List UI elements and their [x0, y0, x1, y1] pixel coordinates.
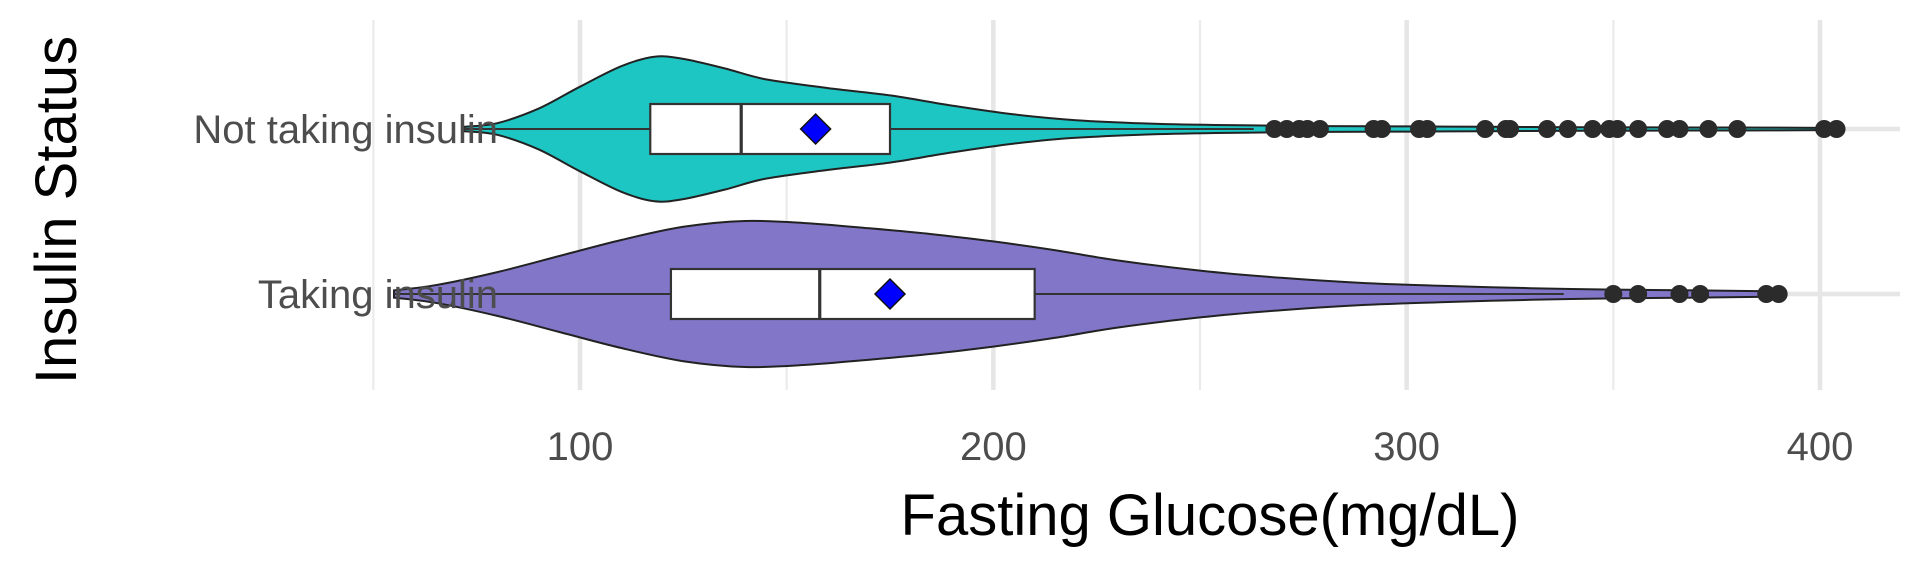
x-tick-label: 300 — [1373, 425, 1440, 469]
violin-group-0 — [463, 55, 1846, 203]
y-tick-label: Not taking insulin — [193, 108, 498, 152]
outlier-point — [1538, 120, 1557, 138]
outlier-point — [1757, 285, 1776, 303]
outlier-point — [1583, 120, 1602, 138]
violin-group-1 — [393, 219, 1788, 369]
tick-labels: 100 200 300 400 Not taking insulin Taking ins… — [193, 108, 1853, 469]
outlier-point — [1265, 120, 1284, 138]
outlier-point — [1558, 120, 1577, 138]
outlier-point — [1501, 120, 1519, 138]
x-tick-label: 400 — [1787, 425, 1854, 469]
x-tick-label: 100 — [547, 425, 614, 469]
outlier-point — [1691, 285, 1710, 303]
violins — [393, 55, 1846, 369]
outlier-point — [1658, 120, 1677, 138]
outlier-point — [1629, 120, 1648, 138]
outlier-point — [1769, 285, 1788, 303]
outlier-point — [1604, 285, 1623, 303]
box-iqr — [669, 267, 1036, 321]
outlier-point — [1476, 120, 1495, 138]
outlier-point — [1418, 120, 1437, 138]
mean-marker — [873, 277, 907, 311]
outlier-point — [1298, 120, 1317, 138]
outlier-point — [1670, 120, 1689, 138]
outlier-point — [1277, 120, 1296, 138]
outlier-point — [1372, 120, 1391, 138]
outlier-point — [1827, 120, 1846, 138]
outlier-point — [1310, 120, 1329, 138]
outlier-point — [1728, 120, 1747, 138]
outlier-point — [1670, 285, 1689, 303]
y-tick-label: Taking insulin — [258, 273, 498, 317]
x-axis-title: Fasting Glucose(mg/dL) — [901, 483, 1520, 548]
mean-marker — [799, 112, 832, 146]
outlier-point — [1699, 120, 1718, 138]
outlier-point — [1629, 285, 1648, 303]
y-axis-title: Insulin Status — [24, 36, 89, 384]
outlier-point — [1608, 120, 1627, 138]
outlier-point — [1815, 120, 1834, 138]
x-tick-label: 200 — [960, 425, 1027, 469]
box-iqr — [649, 102, 892, 156]
